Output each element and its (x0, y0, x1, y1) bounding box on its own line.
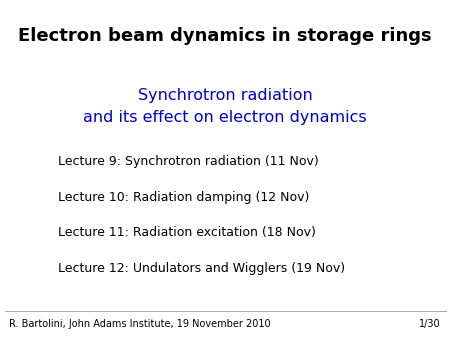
Text: Lecture 9: Synchrotron radiation (11 Nov): Lecture 9: Synchrotron radiation (11 Nov… (58, 155, 319, 168)
Text: Lecture 11: Radiation excitation (18 Nov): Lecture 11: Radiation excitation (18 Nov… (58, 226, 316, 239)
Text: Lecture 10: Radiation damping (12 Nov): Lecture 10: Radiation damping (12 Nov) (58, 191, 310, 204)
Text: 1/30: 1/30 (419, 319, 441, 330)
Text: R. Bartolini, John Adams Institute, 19 November 2010: R. Bartolini, John Adams Institute, 19 N… (9, 319, 270, 330)
Text: Synchrotron radiation
and its effect on electron dynamics: Synchrotron radiation and its effect on … (83, 88, 367, 125)
Text: Lecture 12: Undulators and Wigglers (19 Nov): Lecture 12: Undulators and Wigglers (19 … (58, 262, 346, 275)
Text: Electron beam dynamics in storage rings: Electron beam dynamics in storage rings (18, 27, 432, 45)
